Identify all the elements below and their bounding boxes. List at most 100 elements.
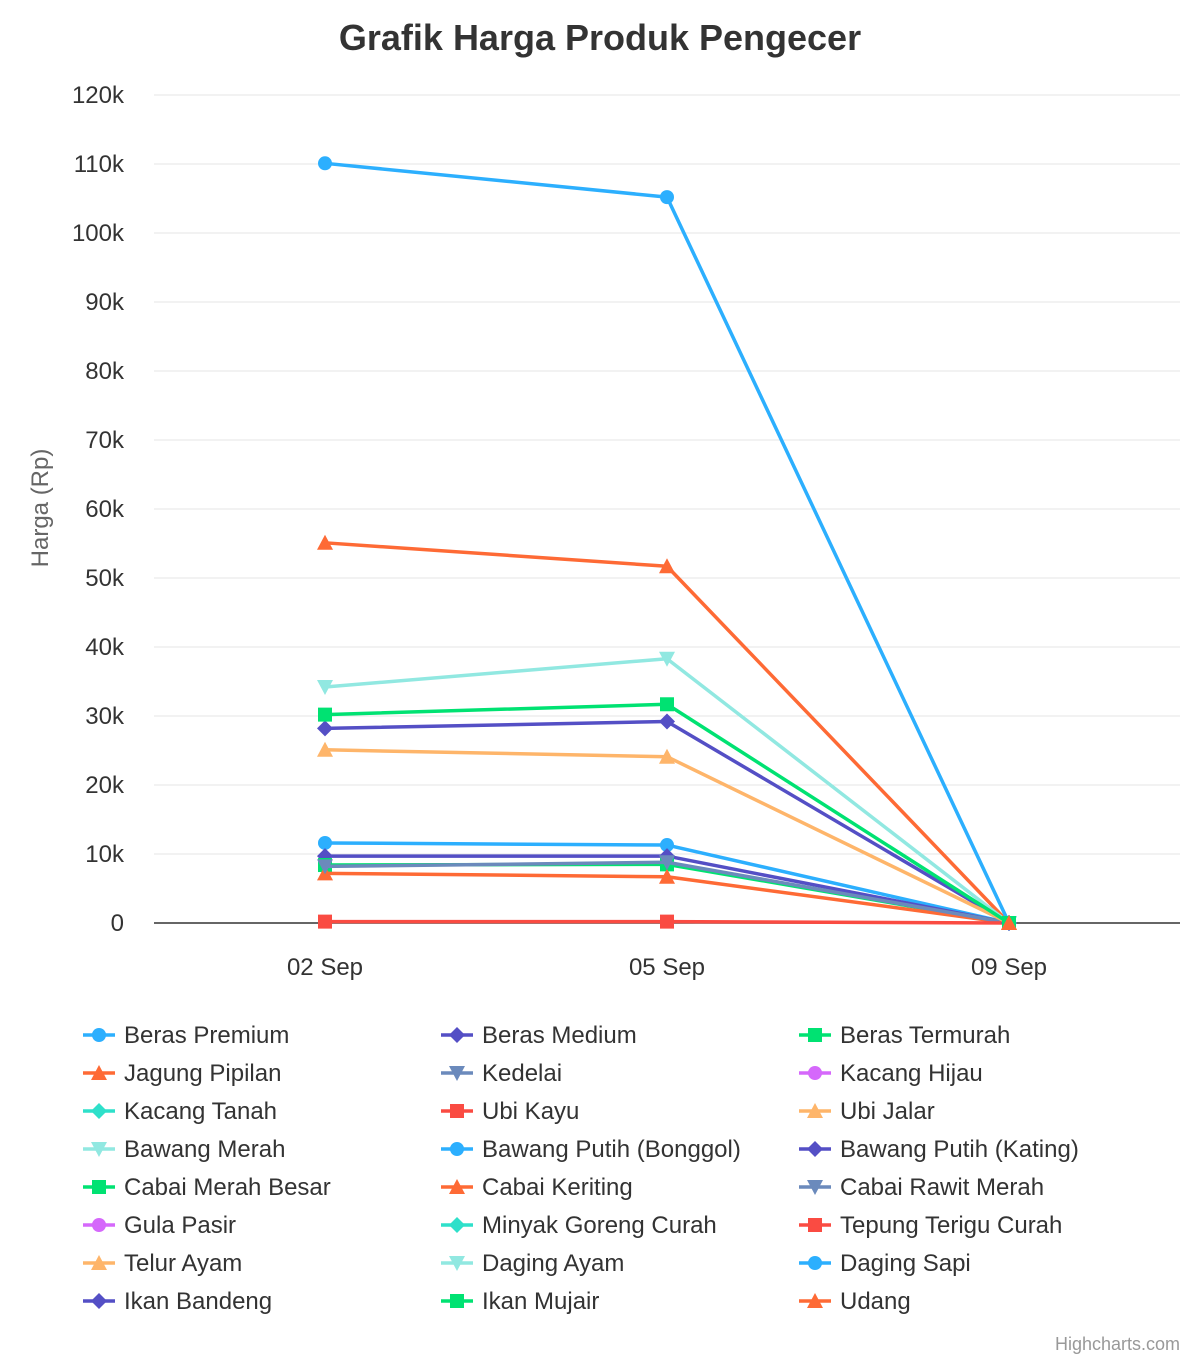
legend-label: Beras Termurah — [840, 1022, 1010, 1049]
legend-item[interactable]: Beras Termurah — [799, 1022, 1010, 1049]
legend-item[interactable]: Bawang Putih (Bonggol) — [441, 1136, 741, 1163]
data-point[interactable] — [317, 680, 333, 696]
data-point[interactable] — [317, 534, 333, 550]
legend-marker-symbol — [808, 1028, 822, 1042]
legend-label: Beras Premium — [124, 1022, 289, 1049]
series-line[interactable] — [323, 161, 1011, 925]
legend-item[interactable]: Bawang Putih (Kating) — [799, 1136, 1079, 1163]
legend-label: Beras Medium — [482, 1022, 637, 1049]
data-point[interactable] — [317, 720, 333, 737]
data-point[interactable] — [660, 838, 674, 853]
legend-item[interactable]: Ikan Mujair — [441, 1288, 599, 1315]
legend-label: Daging Sapi — [840, 1250, 971, 1277]
series-22[interactable] — [318, 697, 1016, 930]
y-tick-label: 70k — [85, 427, 125, 454]
legend-marker-symbol — [91, 1142, 107, 1157]
legend-label: Ikan Bandeng — [124, 1288, 272, 1315]
legend-item[interactable]: Kedelai — [441, 1060, 562, 1087]
legend-item[interactable]: Telur Ayam — [83, 1250, 242, 1277]
legend-marker-symbol — [807, 1103, 823, 1118]
legend-label: Ubi Jalar — [840, 1098, 935, 1125]
legend-item[interactable]: Bawang Merah — [83, 1136, 285, 1163]
legend-marker-symbol — [91, 1065, 107, 1080]
x-tick-label: 09 Sep — [971, 954, 1047, 981]
data-point[interactable] — [317, 859, 333, 875]
data-point[interactable] — [317, 741, 333, 757]
legend-marker-symbol — [449, 1256, 465, 1271]
legend-label: Kacang Hijau — [840, 1060, 983, 1087]
data-point[interactable] — [660, 697, 674, 712]
legend-item[interactable]: Gula Pasir — [83, 1212, 236, 1239]
grid-lines — [154, 94, 1180, 924]
legend-label: Bawang Putih (Bonggol) — [482, 1136, 741, 1163]
data-point[interactable] — [659, 855, 675, 871]
legend-item[interactable]: Tepung Terigu Curah — [799, 1212, 1062, 1239]
legend-marker-symbol — [91, 1103, 107, 1119]
series-line[interactable] — [323, 748, 1011, 925]
legend-marker-symbol — [450, 1104, 464, 1118]
legend-marker-symbol — [808, 1066, 822, 1080]
legend-marker-symbol — [91, 1255, 107, 1270]
legend-item[interactable]: Kacang Tanah — [83, 1098, 277, 1125]
data-point[interactable] — [660, 914, 674, 929]
x-tick-label: 02 Sep — [287, 954, 363, 981]
y-tick-label: 10k — [85, 841, 125, 868]
legend-label: Cabai Merah Besar — [124, 1174, 331, 1201]
legend-item[interactable]: Ikan Bandeng — [83, 1288, 272, 1315]
credits-text[interactable]: Highcharts.com — [1055, 1334, 1180, 1354]
y-tick-label: 90k — [85, 289, 125, 316]
series-19[interactable] — [317, 651, 1017, 931]
data-point[interactable] — [659, 748, 675, 764]
data-point[interactable] — [318, 707, 332, 722]
y-tick-label: 30k — [85, 703, 125, 730]
legend-label: Tepung Terigu Curah — [840, 1212, 1062, 1239]
y-tick-label: 0 — [111, 910, 124, 937]
legend-marker-symbol — [450, 1142, 464, 1156]
legend-item[interactable]: Udang — [799, 1288, 911, 1315]
data-point[interactable] — [1001, 915, 1017, 930]
series-23[interactable] — [1001, 915, 1017, 930]
legend-marker-symbol — [92, 1180, 106, 1194]
legend-marker-symbol — [91, 1293, 107, 1309]
legend-item[interactable]: Ubi Kayu — [441, 1098, 579, 1125]
chart-title: Grafik Harga Produk Pengecer — [339, 17, 861, 58]
legend-marker-symbol — [807, 1141, 823, 1157]
legend-item[interactable]: Cabai Keriting — [441, 1174, 633, 1201]
data-point[interactable] — [659, 651, 675, 667]
legend-label: Kedelai — [482, 1060, 562, 1087]
legend-marker-symbol — [92, 1028, 106, 1042]
data-point[interactable] — [318, 914, 332, 929]
y-tick-label: 80k — [85, 358, 125, 385]
data-point[interactable] — [659, 558, 675, 574]
data-point[interactable] — [660, 190, 674, 205]
legend-label: Udang — [840, 1288, 911, 1315]
legend-item[interactable]: Beras Medium — [441, 1022, 637, 1049]
x-axis-ticks: 02 Sep 05 Sep 09 Sep — [287, 954, 1047, 981]
legend-label: Bawang Merah — [124, 1136, 285, 1163]
legend-label: Ubi Kayu — [482, 1098, 579, 1125]
legend-label: Minyak Goreng Curah — [482, 1212, 717, 1239]
series-7[interactable] — [318, 914, 1016, 930]
data-point[interactable] — [659, 713, 675, 730]
y-axis-title: Harga (Rp) — [27, 449, 54, 568]
legend-item[interactable]: Beras Premium — [83, 1022, 289, 1049]
legend-item[interactable]: Jagung Pipilan — [83, 1060, 281, 1087]
series-group — [317, 156, 1017, 931]
legend-marker-symbol — [92, 1218, 106, 1232]
legend-item[interactable]: Cabai Rawit Merah — [799, 1174, 1044, 1201]
data-point[interactable] — [659, 868, 675, 884]
legend-label: Cabai Rawit Merah — [840, 1174, 1044, 1201]
data-point[interactable] — [318, 156, 332, 171]
legend-marker-symbol — [449, 1179, 465, 1194]
legend-item[interactable]: Cabai Merah Besar — [83, 1174, 331, 1201]
data-point[interactable] — [318, 835, 332, 850]
legend-item[interactable]: Daging Sapi — [799, 1250, 971, 1277]
y-tick-label: 50k — [85, 565, 125, 592]
legend-item[interactable]: Daging Ayam — [441, 1250, 624, 1277]
legend-item[interactable]: Minyak Goreng Curah — [441, 1212, 717, 1239]
y-axis-ticks: 0 10k 20k 30k 40k 50k 60k 70k 80k 90k 100k 110k 120k — [72, 82, 125, 937]
legend-label: Jagung Pipilan — [124, 1060, 281, 1087]
series-20[interactable] — [318, 156, 1016, 930]
legend-item[interactable]: Ubi Jalar — [799, 1098, 935, 1125]
legend-item[interactable]: Kacang Hijau — [799, 1060, 983, 1087]
